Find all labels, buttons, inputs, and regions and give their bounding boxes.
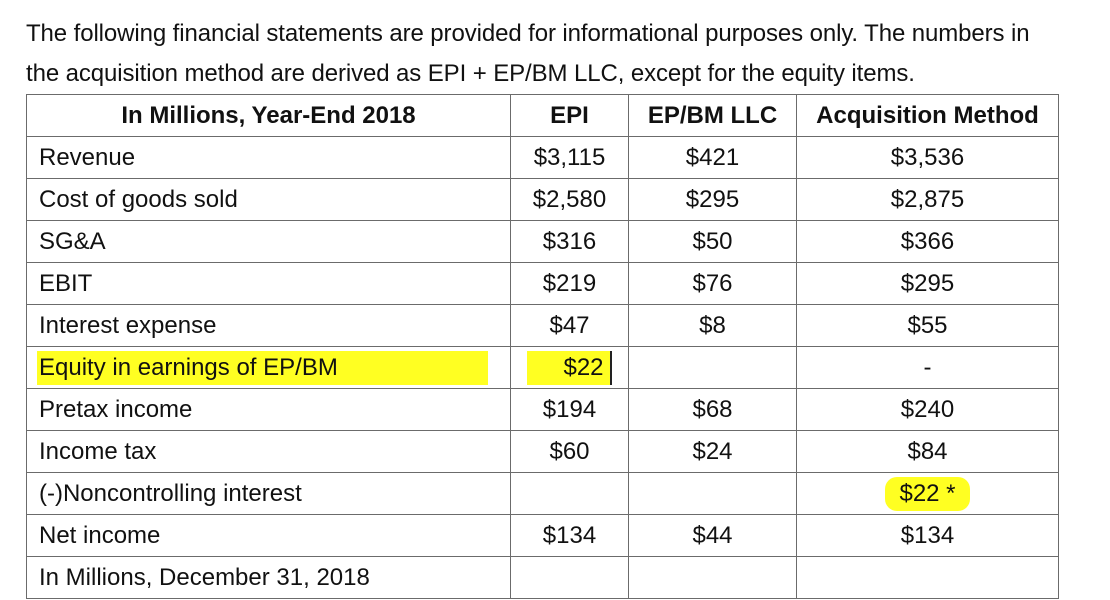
header-epbm: EP/BM LLC bbox=[628, 94, 797, 137]
acq-value: $366 bbox=[796, 220, 1059, 263]
epi-value: $219 bbox=[510, 262, 629, 305]
epi-value: $47 bbox=[510, 304, 629, 347]
epi-value: $194 bbox=[510, 388, 629, 431]
epi-value: $3,115 bbox=[510, 136, 629, 179]
acq-value: - bbox=[796, 346, 1059, 389]
row-label: (-)Noncontrolling interest bbox=[26, 472, 511, 515]
epi-value: $2,580 bbox=[510, 178, 629, 221]
epi-value: $60 bbox=[510, 430, 629, 473]
acq-value: $295 bbox=[796, 262, 1059, 305]
row-label: In Millions, December 31, 2018 bbox=[26, 556, 511, 599]
table-header-row: In Millions, Year-End 2018 EPI EP/BM LLC… bbox=[26, 94, 1059, 137]
epi-value bbox=[510, 556, 629, 599]
row-label-cell: Equity in earnings of EP/BM bbox=[26, 346, 511, 389]
epbm-value: $68 bbox=[628, 388, 797, 431]
row-label: Net income bbox=[26, 514, 511, 557]
table-row: Interest expense $47 $8 $55 bbox=[26, 304, 1059, 347]
table-row-highlighted: Equity in earnings of EP/BM $22 - bbox=[26, 346, 1059, 389]
intro-line-2: the acquisition method are derived as EP… bbox=[26, 60, 915, 87]
acq-value: $134 bbox=[796, 514, 1059, 557]
table-row: Revenue $3,115 $421 $3,536 bbox=[26, 136, 1059, 179]
epbm-value bbox=[628, 556, 797, 599]
highlighted-label: Equity in earnings of EP/BM bbox=[37, 350, 488, 385]
acq-value: $2,875 bbox=[796, 178, 1059, 221]
row-label: EBIT bbox=[26, 262, 511, 305]
table-row: Net income $134 $44 $134 bbox=[26, 514, 1059, 557]
epi-value: $134 bbox=[510, 514, 629, 557]
highlighted-noncontrolling-value: $22 * bbox=[885, 476, 970, 511]
header-period: In Millions, Year-End 2018 bbox=[26, 94, 511, 137]
row-label: Revenue bbox=[26, 136, 511, 179]
acq-value bbox=[796, 556, 1059, 599]
table-row: In Millions, December 31, 2018 bbox=[26, 556, 1059, 599]
table-row: Cost of goods sold $2,580 $295 $2,875 bbox=[26, 178, 1059, 221]
row-label: Pretax income bbox=[26, 388, 511, 431]
table-row: EBIT $219 $76 $295 bbox=[26, 262, 1059, 305]
financial-statements-table: In Millions, Year-End 2018 EPI EP/BM LLC… bbox=[26, 94, 1059, 599]
epbm-value: $50 bbox=[628, 220, 797, 263]
acq-value: $55 bbox=[796, 304, 1059, 347]
epi-value: $316 bbox=[510, 220, 629, 263]
row-label: Income tax bbox=[26, 430, 511, 473]
row-label: Cost of goods sold bbox=[26, 178, 511, 221]
table-row: Income tax $60 $24 $84 bbox=[26, 430, 1059, 473]
table-row: SG&A $316 $50 $366 bbox=[26, 220, 1059, 263]
acq-value-cell: $22 * bbox=[796, 472, 1059, 515]
table-row: Pretax income $194 $68 $240 bbox=[26, 388, 1059, 431]
acq-value: $3,536 bbox=[796, 136, 1059, 179]
epbm-value: $8 bbox=[628, 304, 797, 347]
header-epi: EPI bbox=[510, 94, 629, 137]
highlighted-epi-value: $22 bbox=[527, 350, 612, 385]
epi-value-cell: $22 bbox=[510, 346, 629, 389]
epbm-value bbox=[628, 346, 797, 389]
epbm-value: $76 bbox=[628, 262, 797, 305]
epbm-value: $44 bbox=[628, 514, 797, 557]
epbm-value bbox=[628, 472, 797, 515]
epbm-value: $24 bbox=[628, 430, 797, 473]
row-label: Interest expense bbox=[26, 304, 511, 347]
table-row: (-)Noncontrolling interest $22 * bbox=[26, 472, 1059, 515]
epi-value bbox=[510, 472, 629, 515]
epbm-value: $295 bbox=[628, 178, 797, 221]
acq-value: $240 bbox=[796, 388, 1059, 431]
intro-line-1: The following financial statements are p… bbox=[26, 20, 1030, 47]
intro-text: The following financial statements are p… bbox=[26, 14, 1110, 94]
acq-value: $84 bbox=[796, 430, 1059, 473]
epbm-value: $421 bbox=[628, 136, 797, 179]
header-acquisition-method: Acquisition Method bbox=[796, 94, 1059, 137]
row-label: SG&A bbox=[26, 220, 511, 263]
